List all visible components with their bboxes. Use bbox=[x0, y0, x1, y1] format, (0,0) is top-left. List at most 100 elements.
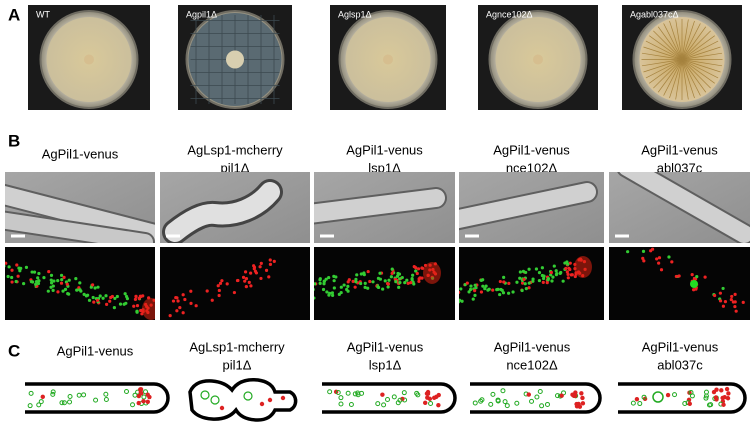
fluor-dot bbox=[567, 266, 571, 270]
fluor-dot bbox=[337, 292, 341, 296]
fluor-dot bbox=[381, 287, 385, 291]
fluor-dot bbox=[310, 294, 313, 297]
fluor-dot bbox=[249, 271, 253, 275]
dot bbox=[703, 389, 709, 395]
radial-fold bbox=[663, 23, 683, 60]
fluor-dot bbox=[387, 278, 391, 282]
tip-dot bbox=[577, 404, 583, 409]
dot bbox=[50, 389, 56, 395]
fluor-dot bbox=[659, 268, 664, 272]
fluor-dot bbox=[67, 278, 71, 282]
dot bbox=[554, 393, 560, 399]
hypha-outline bbox=[25, 382, 170, 414]
fluor-dot bbox=[243, 270, 248, 274]
fluor-dot bbox=[92, 300, 96, 304]
dot bbox=[401, 390, 407, 396]
fluor-dot bbox=[411, 273, 415, 277]
fluor-dot bbox=[78, 281, 82, 285]
fluor-dot bbox=[561, 279, 565, 283]
dot bbox=[259, 401, 265, 407]
dot bbox=[76, 392, 82, 398]
tip-dot bbox=[580, 401, 586, 406]
fluor-dot bbox=[30, 270, 34, 274]
fluor-dot bbox=[243, 279, 247, 283]
strain-name: AgPil1-venus bbox=[494, 339, 571, 354]
dot bbox=[703, 395, 709, 401]
fluor-dot bbox=[324, 277, 328, 281]
fluor-dot bbox=[394, 280, 398, 284]
tip-dot bbox=[724, 386, 730, 392]
fluor-dot bbox=[459, 287, 463, 291]
fluor-dot bbox=[79, 289, 83, 293]
fluor-dot bbox=[518, 270, 522, 274]
fluor-dot bbox=[376, 285, 381, 290]
dot bbox=[687, 401, 692, 406]
fluor-dot bbox=[667, 255, 671, 259]
fluor-dot bbox=[135, 309, 139, 313]
radial-fold bbox=[669, 59, 683, 99]
radial-fold bbox=[681, 59, 711, 89]
fluor-dot bbox=[383, 279, 387, 283]
fluor-dot bbox=[330, 291, 335, 295]
tip-dot bbox=[714, 397, 719, 402]
strain-name: nce102Δ bbox=[506, 160, 558, 175]
fluor-bg bbox=[160, 247, 310, 320]
fluor-dot bbox=[554, 269, 558, 273]
radial-fold bbox=[681, 59, 695, 99]
fluor-dot bbox=[189, 301, 193, 305]
dot bbox=[243, 391, 253, 401]
hypha bbox=[165, 182, 280, 242]
fluor-dot bbox=[376, 276, 381, 280]
hypha-outline bbox=[470, 382, 602, 414]
fluor-dot bbox=[133, 297, 138, 301]
fluor-dot bbox=[396, 271, 400, 276]
fluor-dot bbox=[216, 284, 220, 288]
tip-dot bbox=[570, 392, 575, 397]
strain-name: AgPil1-venus bbox=[42, 146, 119, 161]
fluor-dot bbox=[141, 294, 145, 298]
radial-fold bbox=[681, 59, 701, 96]
radial-fold bbox=[681, 19, 689, 60]
dot bbox=[132, 392, 138, 398]
hypha bbox=[619, 172, 750, 243]
fluor-dot bbox=[15, 263, 19, 267]
fluor-dot bbox=[34, 280, 39, 284]
fluor-dot bbox=[386, 285, 390, 289]
dot bbox=[665, 392, 671, 398]
fluor-dot bbox=[339, 285, 343, 289]
fluor-dot bbox=[49, 273, 54, 277]
fluor-dot bbox=[108, 299, 112, 303]
dot bbox=[338, 395, 344, 401]
fluor-dot bbox=[390, 271, 394, 276]
dot bbox=[708, 402, 714, 408]
fluor-dot bbox=[566, 262, 570, 266]
fluor-dot bbox=[406, 281, 410, 285]
radial-fold bbox=[681, 59, 715, 84]
fluor-dot bbox=[267, 275, 271, 279]
fluor-dot bbox=[359, 281, 363, 286]
fluor-dot bbox=[272, 259, 276, 263]
colony-center bbox=[383, 54, 393, 65]
fluor-dot bbox=[563, 261, 567, 265]
fluor-dot bbox=[14, 279, 18, 284]
fluor-dot bbox=[51, 288, 55, 292]
hypha-diagram bbox=[470, 382, 602, 414]
panel-label: A bbox=[8, 5, 20, 24]
fluor-dot bbox=[641, 256, 645, 260]
dot bbox=[335, 390, 341, 396]
fluor-dot bbox=[115, 294, 119, 299]
fluor-dot bbox=[74, 277, 78, 281]
colony bbox=[226, 50, 244, 69]
fluor-dot bbox=[98, 294, 102, 298]
dot bbox=[385, 397, 391, 403]
fluorescence-image bbox=[160, 247, 310, 320]
fluor-dot bbox=[414, 269, 418, 273]
dot bbox=[537, 389, 543, 395]
dot bbox=[103, 397, 109, 403]
dic-image bbox=[5, 172, 155, 243]
radial-fold bbox=[681, 59, 723, 67]
strain-name: AgPil1-venus bbox=[57, 343, 134, 358]
fluor-dot bbox=[91, 295, 95, 300]
dot bbox=[200, 390, 210, 400]
radial-fold bbox=[675, 59, 683, 100]
